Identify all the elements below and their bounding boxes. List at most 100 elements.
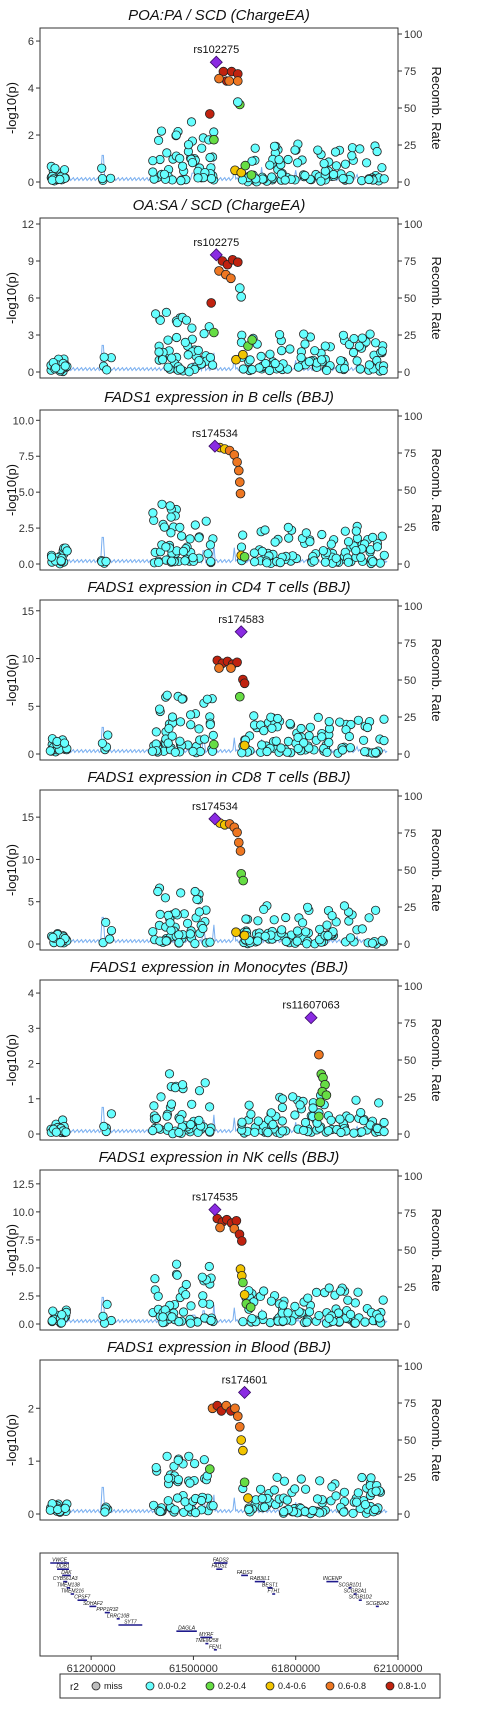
snp-point [174, 1127, 184, 1138]
snp-point [378, 1295, 388, 1305]
x-tick-label: 61500000 [169, 1663, 218, 1675]
y-tick-label: 15 [22, 812, 34, 824]
y2-tick-label: 50 [404, 1055, 416, 1067]
snp-point [284, 533, 294, 543]
y2-axis-label: Recomb. Rate [429, 1208, 444, 1291]
snp-point [331, 1491, 341, 1501]
panel-1: OA:SA / SCD (ChargeEA) 0 3 6 9 12 0 25 50 75 100 -l… [4, 197, 444, 379]
legend-swatch [325, 1681, 335, 1691]
lead-snp-label: rs174534 [192, 801, 238, 813]
snp-point [52, 736, 62, 747]
snp-point [165, 501, 175, 511]
snp-point [253, 916, 263, 926]
snp-point [340, 159, 350, 169]
snp-point [330, 147, 341, 157]
y2-tick-label: 75 [404, 1208, 416, 1220]
snp-point [371, 1486, 381, 1496]
y-tick-label: 6 [28, 293, 34, 305]
snp-point [194, 1115, 204, 1126]
snp-point [166, 925, 176, 936]
snp-point [317, 529, 327, 540]
snp-point [322, 747, 332, 758]
y2-tick-label: 0 [404, 1129, 410, 1141]
snp-point [101, 556, 111, 567]
y-axis-label: -log10(p) [4, 1414, 19, 1466]
y2-tick-label: 50 [404, 1435, 416, 1447]
lead-snp-marker [209, 248, 223, 262]
snp-point [283, 1308, 293, 1318]
legend-swatch [265, 1681, 275, 1691]
snp-point [236, 1435, 247, 1445]
snp-point [345, 933, 356, 943]
y2-tick-label: 25 [404, 1282, 416, 1294]
snp-point [299, 329, 309, 339]
y-tick-label: 15 [22, 606, 34, 618]
panel-6: FADS1 expression in NK cells (BBJ) 0.0 2.5… [4, 1149, 444, 1331]
panel-title: FADS1 expression in Blood (BBJ) [107, 1339, 331, 1356]
snp-point [162, 690, 172, 700]
snp-point [171, 130, 181, 140]
snp-point [206, 556, 216, 567]
gene-track: VWCEDDB1DAKCYB561A3TMEM138TMEM216CPSF7SD… [39, 1552, 399, 1657]
snp-point [348, 347, 359, 358]
snp-point [174, 930, 184, 940]
snp-point [266, 1296, 276, 1306]
panel-2: FADS1 expression in B cells (BBJ) 0.0 2.5 5… [4, 389, 444, 571]
snp-point [172, 1270, 182, 1280]
snp-point [292, 158, 303, 168]
snp-point [50, 163, 60, 173]
snp-point [173, 1475, 183, 1485]
snp-point [374, 1313, 384, 1323]
snp-point [351, 526, 361, 536]
snp-point [323, 1126, 333, 1136]
snp-point [102, 1299, 112, 1310]
lead-snp-label: rs11607063 [282, 1000, 339, 1012]
snp-point [186, 1119, 196, 1130]
snp-point [277, 1116, 287, 1126]
gene-label: SYT7 [124, 1620, 137, 1626]
snp-point [335, 1286, 346, 1296]
panel-frame [39, 217, 399, 379]
gene-label: SDHAF2 [83, 1601, 103, 1607]
y-tick-label: 1 [28, 1456, 34, 1468]
gene-label: FADS1 [211, 1564, 227, 1570]
snp-point [244, 1100, 254, 1110]
snp-point [343, 557, 353, 567]
y2-tick-label: 100 [404, 29, 422, 41]
lead-snp-marker [208, 1203, 222, 1217]
snp-point [187, 323, 197, 333]
snp-point [368, 557, 378, 567]
panel-frame [39, 979, 399, 1141]
snp-point [165, 918, 175, 928]
snp-point [301, 528, 311, 538]
y2-tick-label: 0 [404, 749, 410, 761]
gene-label: FTH1 [267, 1589, 280, 1595]
snp-point [188, 746, 198, 757]
snp-point [315, 1476, 325, 1486]
snp-point [205, 109, 215, 119]
snp-point [364, 360, 374, 370]
snp-point [267, 172, 277, 182]
snp-point [245, 355, 255, 365]
snp-point [186, 710, 196, 720]
snp-point [205, 352, 215, 363]
snp-point [233, 257, 243, 268]
panel-title: FADS1 expression in NK cells (BBJ) [99, 1149, 340, 1166]
snp-point [150, 1274, 160, 1284]
snp-point [208, 730, 218, 741]
y2-tick-label: 25 [404, 522, 416, 534]
snp-point [180, 556, 190, 566]
snp-point [367, 938, 377, 948]
y-tick-label: 2.5 [19, 1291, 34, 1303]
snp-point [238, 530, 248, 540]
snp-point [163, 1473, 174, 1483]
snp-point [236, 291, 247, 302]
snp-point [238, 875, 249, 886]
snp-point [355, 364, 365, 374]
snp-point [209, 739, 219, 750]
y-tick-label: 5 [28, 897, 34, 909]
snp-point [372, 542, 382, 552]
snp-point [233, 76, 243, 86]
snp-point [308, 1505, 318, 1516]
y2-tick-label: 100 [404, 411, 422, 423]
